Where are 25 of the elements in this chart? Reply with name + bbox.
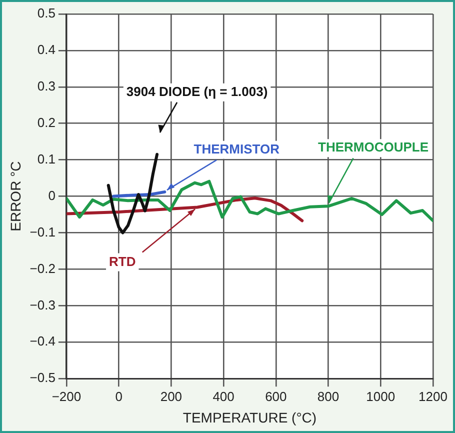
x-tick-label: 1000 [366, 388, 396, 404]
y-tick-label: −0.3 [30, 297, 56, 312]
x-tick-label: 0 [115, 388, 122, 404]
y-tick-label: 0.5 [37, 6, 56, 21]
y-axis-title: ERROR °C [7, 161, 24, 232]
x-tick-label: 400 [212, 388, 234, 404]
y-tick-label: 0.4 [37, 42, 56, 58]
text: 3904 DIODE (η = 1.003) [126, 84, 268, 99]
text: THERMOCOUPLE [318, 140, 429, 155]
text: RTD [109, 254, 136, 269]
text: THERMISTOR [194, 142, 280, 157]
y-tick-label: −0.5 [30, 370, 56, 386]
y-tick-label: 0 [48, 188, 56, 203]
y-tick-label: 0.2 [37, 114, 56, 130]
x-tick-label: 1200 [418, 388, 448, 404]
y-tick-label: −0.2 [30, 260, 56, 276]
x-tick-label: 200 [160, 388, 182, 404]
y-tick-label: −0.1 [30, 224, 56, 240]
y-tick-label: −0.4 [30, 334, 56, 349]
x-tick-label: 600 [265, 388, 287, 404]
x-tick-label: −200 [52, 388, 82, 404]
x-axis-title: TEMPERATURE (°C) [182, 409, 317, 426]
y-tick-label: 0.3 [37, 78, 56, 94]
y-tick-label: 0.1 [37, 151, 56, 166]
x-tick-label: 800 [317, 388, 340, 404]
